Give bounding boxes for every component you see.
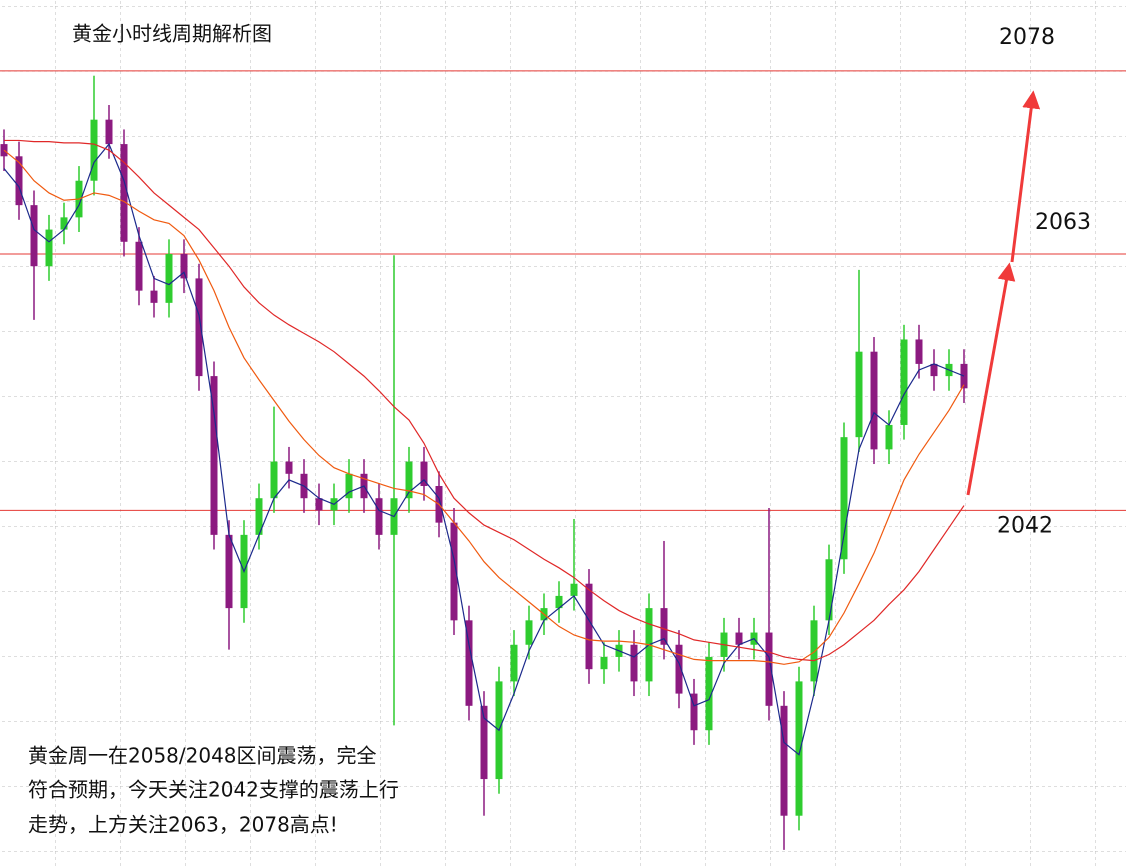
candle-body	[270, 461, 278, 499]
candle-body	[825, 559, 833, 621]
candle-body	[480, 705, 488, 780]
candle-body	[765, 632, 773, 706]
candle-body	[420, 461, 428, 487]
candle-body	[405, 461, 413, 499]
candle-body	[195, 278, 203, 377]
candle-body	[840, 437, 848, 560]
candle-body	[30, 205, 38, 267]
candle-body	[315, 498, 323, 511]
candle-body	[930, 363, 938, 377]
candle-body	[915, 339, 923, 364]
candle-body	[60, 217, 68, 230]
candle-body	[120, 144, 128, 242]
candle-body	[45, 229, 53, 267]
candle-body	[705, 656, 713, 731]
candle-body	[135, 241, 143, 291]
candle-body	[105, 119, 113, 145]
candle-body	[255, 498, 263, 535]
candle-body	[450, 522, 458, 621]
candle-body	[285, 461, 293, 474]
candle-body	[810, 620, 818, 682]
candle-body	[795, 681, 803, 816]
level-label: 2078	[999, 25, 1055, 50]
candle-body	[150, 290, 158, 303]
plot	[0, 70, 1126, 850]
moving-average	[4, 139, 965, 662]
candle-body	[525, 620, 533, 645]
moving-average	[3, 149, 965, 665]
annotation: 走势，上方关注2063，2078高点!	[28, 813, 338, 837]
arrow	[1010, 90, 1041, 263]
candle-body	[165, 253, 173, 303]
level-label: 2063	[1035, 210, 1091, 235]
chart-title: 黄金小时线周期解析图	[72, 22, 272, 46]
candle-body	[660, 608, 668, 645]
candle-body	[465, 620, 473, 706]
annotation: 符合预期，今天关注2042支撑的震荡上行	[28, 778, 399, 802]
candle-body	[375, 498, 383, 535]
candle-body	[180, 253, 188, 279]
candle-body	[345, 473, 353, 499]
annotation: 黄金周一在2058/2048区间震荡，完全	[28, 744, 377, 768]
candle-body	[675, 644, 683, 694]
candle-body	[855, 351, 863, 438]
candle-body	[870, 351, 878, 450]
candle-body	[15, 156, 23, 206]
candle-body	[210, 376, 218, 535]
candle-body	[555, 595, 563, 609]
candle-body	[600, 656, 608, 670]
level-label: 2042	[997, 513, 1053, 538]
candle-body	[585, 583, 593, 670]
candle-body	[885, 424, 893, 450]
candle-body	[630, 644, 638, 682]
arrow	[966, 262, 1016, 496]
candle-body	[510, 644, 518, 682]
candle-body	[900, 339, 908, 425]
candle-body	[570, 583, 578, 596]
candle-body	[690, 693, 698, 731]
candle-body	[225, 534, 233, 609]
candle-body	[90, 119, 98, 181]
candle-body	[735, 632, 743, 645]
candle-body	[780, 705, 788, 816]
moving-average	[3, 142, 965, 756]
